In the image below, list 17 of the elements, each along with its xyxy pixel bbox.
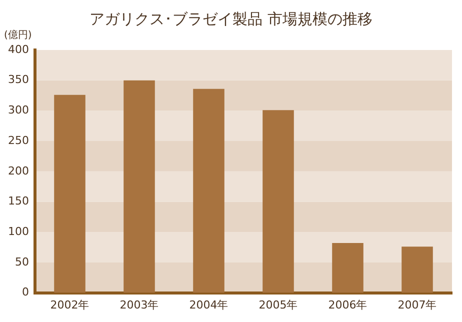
x-tick-label: 2003年: [120, 298, 159, 312]
y-tick-label: 0: [22, 286, 29, 299]
x-tick-label: 2005年: [258, 298, 298, 312]
y-axis-title: (億円): [4, 28, 32, 42]
y-tick-label: 350: [8, 73, 29, 86]
y-tick-label: 300: [8, 104, 29, 117]
x-tick-label: 2004年: [189, 298, 228, 312]
y-tick-label: 250: [8, 134, 29, 147]
chart-title: アガリクス･ブラゼイ製品 市場規模の推移: [88, 10, 374, 29]
y-tick-label: 150: [8, 194, 29, 208]
x-tick-label: 2007年: [398, 298, 437, 312]
y-tick-label: 200: [8, 164, 29, 178]
y-tick-label: 50: [14, 255, 29, 268]
x-tick-label: 2002年: [50, 298, 90, 312]
x-tick-label: 2006年: [328, 298, 368, 312]
y-tick-label: 100: [8, 224, 29, 238]
y-tick-label: 400: [8, 42, 29, 56]
